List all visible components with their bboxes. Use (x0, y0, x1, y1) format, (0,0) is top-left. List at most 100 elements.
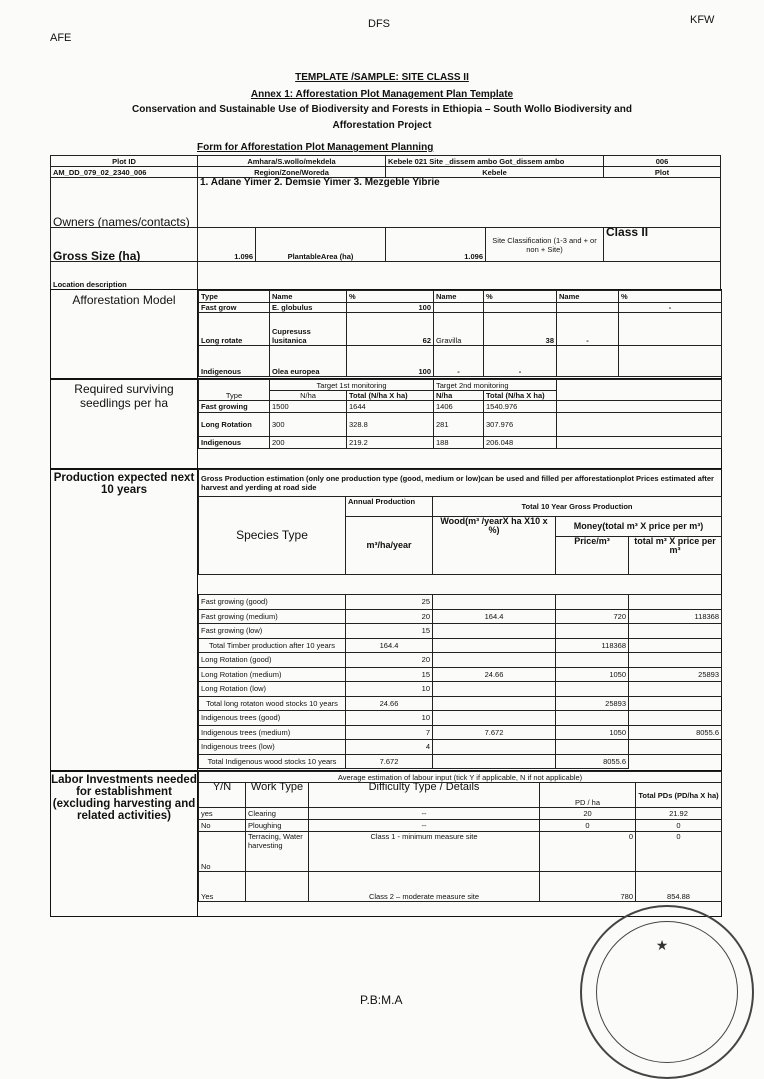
owners-label: Owners (names/contacts) (50, 177, 198, 228)
kebele-site: Kebele 021 Site _dissem ambo Got_dissem … (384, 155, 605, 167)
wood-value: 164.4 (345, 637, 434, 653)
annual-value: 20 (345, 652, 434, 668)
wood-value (432, 623, 557, 639)
price-value (555, 739, 630, 755)
project-title-2: Afforestation Project (332, 120, 432, 131)
money-value (628, 710, 723, 726)
table-row: Total Timber production after 10 years 16… (197, 637, 722, 653)
pd-ha-header: PD / ha (539, 782, 636, 808)
wood-value: 24.66 (432, 666, 557, 682)
annual-value: 25 (345, 594, 434, 610)
table-row: Fast growing (low) 15 (197, 623, 723, 639)
footer-initials: P.B:M.A (360, 993, 403, 1007)
production-section: Production expected next 10 years Gross … (50, 468, 723, 772)
money-value (628, 652, 723, 668)
price-value (555, 594, 630, 610)
total-pds: 21.92 (634, 807, 723, 820)
annual-header: Annual Production (345, 496, 433, 517)
pd-ha: 0 (539, 831, 636, 872)
species-name: Long Rotation (medium) (197, 666, 347, 682)
money-value: 118368 (555, 637, 630, 653)
monitoring-2-header: Target 2nd monitoring (433, 379, 558, 391)
yn-value: yes (198, 807, 246, 820)
table-row: Long Rotation (good) 20 (197, 652, 723, 668)
annual-value: 10 (345, 710, 434, 726)
annual-value: 10 (345, 681, 434, 697)
total-pds-header: Total PDs (PD/ha X ha) (634, 782, 723, 808)
surviving-seedlings-section: Required surviving seedlings per ha Type… (50, 378, 723, 470)
pd-ha: 780 (539, 871, 636, 902)
col-header: % (618, 290, 722, 303)
total-label: Total Timber production after 10 years (197, 637, 347, 653)
site-class-label: Site Classification (1-3 and + or non + … (484, 227, 605, 262)
price-value (555, 710, 630, 726)
annual-value: 20 (345, 608, 434, 624)
price-value (555, 681, 630, 697)
work-type: Clearing (245, 807, 309, 820)
species-name: Fast growing (medium) (197, 608, 347, 624)
price-value (432, 753, 557, 769)
header-center: DFS (368, 18, 390, 30)
yn-header: Y/N (198, 782, 246, 808)
labor-section: Labor Investments needed for establishme… (50, 770, 723, 917)
yn-value: No (198, 819, 246, 832)
table-row: Indigenous 200 219.2 188 206.048 (198, 436, 723, 449)
labor-table: Average estimation of labour input (tick… (197, 771, 723, 902)
col-header: % (483, 290, 557, 303)
type-header: Type (198, 379, 270, 401)
owners-value: 1. Adane Yimer 2. Demsie Yimer 3. Mezgeb… (196, 177, 722, 228)
production-rows: Fast growing (good) 25 Fast growing (mediu… (197, 594, 723, 769)
annual-value: 15 (345, 623, 434, 639)
col-header: Type (198, 290, 270, 303)
table-row: Fast grow E. globulus 100- (198, 302, 722, 313)
work-type: Ploughing (245, 819, 309, 832)
wood-value (432, 594, 557, 610)
table-row: Long Rotation (low) 10 (197, 681, 723, 697)
col-header: Name (433, 290, 484, 303)
col-header: Name (556, 290, 619, 303)
money-value (628, 681, 723, 697)
labor-label: Labor Investments needed for establishme… (51, 771, 198, 916)
money-value: 25893 (555, 695, 630, 711)
header-left: AFE (50, 32, 72, 44)
monitoring-1-header: Target 1st monitoring (268, 379, 435, 391)
survival-table: Type Target 1st monitoring Target 2nd moni… (198, 379, 723, 449)
table-row: Indigenous Olea europea 100- - (198, 345, 722, 377)
total-label: Total long rotaton wood stocks 10 years (197, 695, 347, 711)
work-type-header: Work Type (245, 782, 309, 808)
col-header: Name (269, 290, 347, 303)
species-name: Indigenous trees (good) (197, 710, 347, 726)
difficulty: -- (308, 819, 540, 832)
price-header: Price/m³ (555, 536, 629, 575)
production-note: Gross Production estimation (only one pr… (197, 469, 722, 497)
price-value: 720 (555, 608, 630, 624)
species-name: Indigenous trees (medium) (197, 724, 347, 740)
pd-ha: 0 (539, 819, 636, 832)
money-value: 25893 (628, 666, 723, 682)
afforestation-model-section: Afforestation Model Type Name% Name% Name% … (50, 289, 722, 380)
table-row: Indigenous trees (medium) 7 7.672 1050 8055.… (197, 724, 723, 740)
price-value: 1050 (555, 666, 630, 682)
project-title-1: Conservation and Sustainable Use of Biod… (132, 104, 632, 115)
total-pds: 0 (634, 831, 723, 872)
table-row: Indigenous trees (low) 4 (197, 739, 723, 755)
work-type (245, 871, 309, 902)
money-value: 8055.6 (555, 753, 630, 769)
difficulty: Class 1 - minimum measure site (308, 831, 540, 872)
money-value (628, 594, 723, 610)
table-row: Fast growing (medium) 20 164.4 720 118368 (197, 608, 723, 624)
wood-value (432, 652, 557, 668)
species-header: Species Type (198, 496, 346, 575)
price-value (555, 623, 630, 639)
region-label: Region/Zone/Woreda (197, 166, 386, 178)
money-value (628, 739, 723, 755)
table-row: No Ploughing -- 0 0 (198, 819, 723, 832)
species-name: Long Rotation (low) (197, 681, 347, 697)
plot-id: AM_DD_079_02_2340_006 (50, 166, 198, 178)
species-name: Indigenous trees (low) (197, 739, 347, 755)
table-row: Fast growing (good) 25 (197, 594, 723, 610)
location-value: Amhara/S.wollo/mekdela (197, 155, 386, 167)
pd-ha: 20 (539, 807, 636, 820)
production-label: Production expected next 10 years (51, 469, 198, 771)
species-name: Fast growing (good) (197, 594, 347, 610)
